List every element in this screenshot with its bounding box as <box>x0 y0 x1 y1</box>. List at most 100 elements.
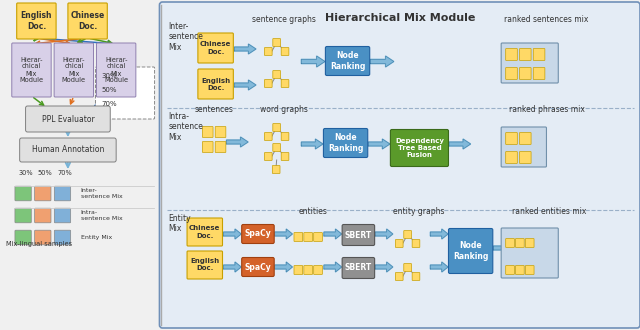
FancyBboxPatch shape <box>264 133 272 140</box>
FancyBboxPatch shape <box>520 49 531 60</box>
FancyBboxPatch shape <box>273 144 280 151</box>
FancyBboxPatch shape <box>396 240 403 248</box>
FancyBboxPatch shape <box>68 3 108 39</box>
FancyBboxPatch shape <box>54 186 70 201</box>
FancyBboxPatch shape <box>215 142 226 152</box>
FancyBboxPatch shape <box>294 233 303 242</box>
FancyBboxPatch shape <box>17 3 56 39</box>
FancyBboxPatch shape <box>516 239 524 248</box>
FancyBboxPatch shape <box>242 257 274 277</box>
FancyBboxPatch shape <box>390 129 449 167</box>
Text: Intra-
sentence Mix: Intra- sentence Mix <box>81 210 122 221</box>
FancyBboxPatch shape <box>273 39 280 47</box>
Polygon shape <box>301 139 323 149</box>
FancyBboxPatch shape <box>35 208 51 223</box>
FancyBboxPatch shape <box>281 133 289 140</box>
Text: Inter-
sentence
Mix: Inter- sentence Mix <box>168 22 204 52</box>
FancyBboxPatch shape <box>404 264 412 271</box>
FancyBboxPatch shape <box>273 71 280 79</box>
Text: 30%: 30% <box>101 73 117 79</box>
Text: 30%: 30% <box>19 170 33 176</box>
Text: SBERT: SBERT <box>345 263 372 273</box>
FancyBboxPatch shape <box>525 239 534 248</box>
FancyBboxPatch shape <box>342 224 374 246</box>
Polygon shape <box>368 139 390 149</box>
FancyBboxPatch shape <box>264 152 272 160</box>
Text: Hierarchical Mix Module: Hierarchical Mix Module <box>324 13 475 23</box>
FancyBboxPatch shape <box>501 127 547 167</box>
FancyBboxPatch shape <box>202 142 213 152</box>
Text: sentences: sentences <box>194 105 233 114</box>
FancyBboxPatch shape <box>15 186 31 201</box>
Polygon shape <box>223 262 241 272</box>
Text: Intra-
sentence
Mix: Intra- sentence Mix <box>168 112 204 142</box>
Text: Human Annotation: Human Annotation <box>32 146 104 154</box>
Text: sentence graphs: sentence graphs <box>252 15 316 24</box>
FancyBboxPatch shape <box>264 80 272 87</box>
FancyBboxPatch shape <box>198 33 234 63</box>
FancyBboxPatch shape <box>97 43 136 97</box>
FancyBboxPatch shape <box>95 67 154 119</box>
Polygon shape <box>275 229 292 239</box>
FancyBboxPatch shape <box>304 233 312 242</box>
Polygon shape <box>324 262 342 272</box>
FancyBboxPatch shape <box>304 266 312 275</box>
FancyBboxPatch shape <box>198 69 234 99</box>
FancyBboxPatch shape <box>54 230 70 245</box>
Text: 70%: 70% <box>101 101 117 107</box>
Text: Node
Ranking: Node Ranking <box>330 51 365 71</box>
FancyBboxPatch shape <box>342 257 374 279</box>
Text: Chinese
Doc.: Chinese Doc. <box>189 225 220 239</box>
FancyBboxPatch shape <box>506 133 517 145</box>
Polygon shape <box>449 139 470 149</box>
Text: Node
Ranking: Node Ranking <box>453 241 488 261</box>
FancyBboxPatch shape <box>242 224 274 244</box>
Text: English
Doc.: English Doc. <box>20 11 52 31</box>
Polygon shape <box>375 262 393 272</box>
Polygon shape <box>227 137 248 147</box>
Text: PPL Evaluator: PPL Evaluator <box>42 115 94 123</box>
FancyBboxPatch shape <box>187 251 223 279</box>
FancyBboxPatch shape <box>323 128 368 157</box>
Text: Entity Mix: Entity Mix <box>81 235 112 240</box>
FancyBboxPatch shape <box>506 266 515 275</box>
Polygon shape <box>493 243 511 253</box>
FancyBboxPatch shape <box>273 166 280 173</box>
Text: SpaCy: SpaCy <box>244 262 271 272</box>
Polygon shape <box>234 44 256 54</box>
FancyBboxPatch shape <box>15 208 31 223</box>
Text: 50%: 50% <box>38 170 52 176</box>
FancyBboxPatch shape <box>54 208 70 223</box>
FancyBboxPatch shape <box>159 2 640 328</box>
Text: Hierar-
chical
Mix
Module: Hierar- chical Mix Module <box>104 56 128 83</box>
FancyBboxPatch shape <box>412 273 420 280</box>
Text: Hierar-
chical
Mix
Module: Hierar- chical Mix Module <box>19 56 44 83</box>
Text: English
Doc.: English Doc. <box>201 78 230 90</box>
FancyBboxPatch shape <box>501 228 558 278</box>
Text: Node
Ranking: Node Ranking <box>328 133 364 153</box>
Text: Dependency
Tree Based
Fusion: Dependency Tree Based Fusion <box>395 138 444 158</box>
FancyBboxPatch shape <box>12 43 51 97</box>
FancyBboxPatch shape <box>187 218 223 246</box>
Text: ranked phrases mix: ranked phrases mix <box>509 105 584 114</box>
Polygon shape <box>430 262 448 272</box>
Text: word graphs: word graphs <box>260 105 307 114</box>
Polygon shape <box>375 229 393 239</box>
FancyBboxPatch shape <box>54 43 93 97</box>
FancyBboxPatch shape <box>35 230 51 245</box>
FancyBboxPatch shape <box>314 233 323 242</box>
Text: Chinese
Doc.: Chinese Doc. <box>70 11 105 31</box>
FancyBboxPatch shape <box>294 266 303 275</box>
Text: ranked sentences mix: ranked sentences mix <box>504 15 589 24</box>
FancyBboxPatch shape <box>396 273 403 280</box>
Polygon shape <box>275 262 292 272</box>
Text: ranked entities mix: ranked entities mix <box>512 207 587 216</box>
FancyBboxPatch shape <box>501 43 558 83</box>
FancyBboxPatch shape <box>506 49 517 60</box>
FancyBboxPatch shape <box>533 68 545 80</box>
Text: 70%: 70% <box>58 170 72 176</box>
FancyBboxPatch shape <box>15 230 31 245</box>
FancyBboxPatch shape <box>281 152 289 160</box>
Polygon shape <box>301 56 325 67</box>
FancyBboxPatch shape <box>281 48 289 55</box>
